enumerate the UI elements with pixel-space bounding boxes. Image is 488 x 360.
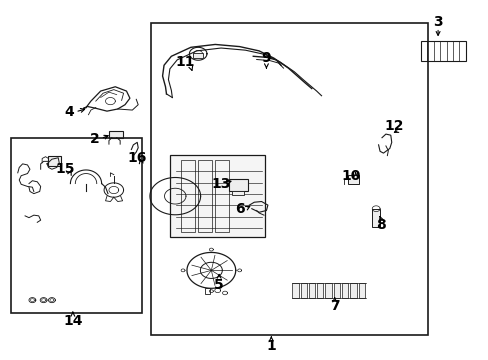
Text: 10: 10 xyxy=(341,170,360,183)
Text: 9: 9 xyxy=(261,51,271,65)
Bar xyxy=(347,175,358,184)
Bar xyxy=(48,156,61,166)
Bar xyxy=(292,283,298,298)
Text: 16: 16 xyxy=(127,152,146,166)
Bar xyxy=(308,283,315,298)
Bar xyxy=(204,288,210,294)
Text: 1: 1 xyxy=(266,339,276,353)
Bar xyxy=(198,160,211,232)
Bar xyxy=(181,160,194,232)
Text: 2: 2 xyxy=(89,132,99,146)
Bar xyxy=(358,283,364,298)
Text: 15: 15 xyxy=(55,162,75,176)
Bar xyxy=(349,283,356,298)
Bar xyxy=(170,155,265,237)
Bar xyxy=(232,191,244,195)
Bar xyxy=(109,131,122,138)
Text: 12: 12 xyxy=(384,119,404,133)
Text: 3: 3 xyxy=(432,15,442,29)
Bar xyxy=(341,283,347,298)
Bar xyxy=(193,53,203,58)
Bar xyxy=(317,283,323,298)
Text: 7: 7 xyxy=(329,299,339,313)
Bar xyxy=(11,138,142,314)
Text: 6: 6 xyxy=(234,202,244,216)
Bar xyxy=(325,283,331,298)
Text: 4: 4 xyxy=(64,105,74,119)
Text: 11: 11 xyxy=(175,55,194,69)
Text: 14: 14 xyxy=(63,314,82,328)
Bar xyxy=(420,41,465,61)
Text: 13: 13 xyxy=(211,177,230,191)
Bar xyxy=(215,160,228,232)
Bar xyxy=(151,23,427,335)
Text: 8: 8 xyxy=(375,218,385,232)
Bar xyxy=(228,179,248,192)
Bar xyxy=(371,210,379,227)
Text: 5: 5 xyxy=(214,278,224,292)
Bar xyxy=(333,283,339,298)
Bar xyxy=(300,283,306,298)
